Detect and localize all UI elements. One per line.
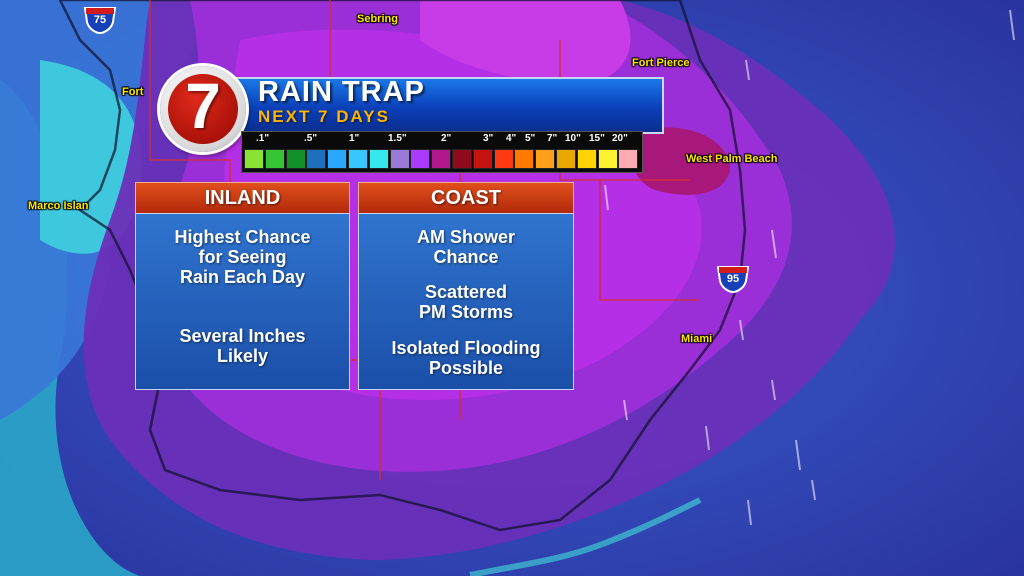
coast-header-label: COAST	[431, 187, 501, 209]
legend-swatch	[576, 149, 597, 169]
legend-swatch	[493, 149, 514, 169]
inland-line-1b: for Seeing	[198, 247, 287, 267]
rain-zone-max	[631, 127, 730, 195]
legend-swatch	[556, 149, 576, 169]
legend-swatch	[472, 149, 493, 169]
legend-tick-label: 1"	[349, 133, 360, 144]
legend-swatch	[244, 149, 264, 169]
interstate-95-shield-icon: 95	[716, 263, 750, 294]
rain-zone-north	[420, 0, 631, 83]
coast-line-3a: Isolated Flooding	[391, 338, 541, 358]
coast-line-2a: Scattered	[424, 282, 508, 302]
coast-line-1b: Chance	[433, 247, 499, 267]
legend-swatch	[306, 149, 327, 169]
city-label-sebring: Sebring	[357, 13, 398, 25]
inland-panel-header: INLAND	[135, 182, 350, 214]
coast-line-1a: AM Shower	[416, 227, 515, 247]
city-label-miami: Miami	[681, 333, 713, 345]
legend-swatch	[597, 149, 618, 169]
inland-header-label: INLAND	[204, 187, 281, 209]
interstate-95-label: 95	[726, 273, 740, 285]
coast-panel-header: COAST	[358, 182, 574, 214]
legend-swatch	[452, 149, 472, 169]
legend-tick-label: 3"	[483, 133, 494, 144]
legend-swatch	[285, 149, 306, 169]
florida-keys	[469, 497, 702, 576]
logo-red-disc	[168, 74, 238, 144]
legend-tick-label: 5"	[525, 133, 536, 144]
inland-line-1c: Rain Each Day	[179, 267, 306, 287]
florida-coastline	[58, 0, 747, 532]
interstate-75-shield-icon: 75	[83, 4, 117, 35]
legend-tick-label: 2"	[441, 133, 452, 144]
legend-swatch	[514, 149, 535, 169]
page-subtitle: NEXT 7 DAYS	[258, 107, 390, 126]
city-label-marco-island: Marco Islan	[28, 200, 89, 212]
legend-swatch	[264, 149, 285, 169]
legend-swatch	[618, 149, 639, 169]
legend-swatch	[348, 149, 368, 169]
legend-tick-label: .1"	[256, 133, 270, 144]
legend-tick-label: 15"	[589, 133, 605, 144]
legend-swatch	[535, 149, 556, 169]
coast-line-2b: PM Storms	[418, 302, 514, 322]
city-label-fort-myers: Fort	[122, 86, 144, 98]
legend-swatch	[431, 149, 452, 169]
legend-tick-label: 20"	[612, 133, 628, 144]
legend-tick-label: 4"	[506, 133, 517, 144]
inland-panel	[135, 213, 350, 390]
interstate-75-label: 75	[93, 14, 107, 26]
inland-line-2b: Likely	[216, 346, 269, 366]
legend-swatch	[410, 149, 431, 169]
legend-tick-label: 7"	[547, 133, 558, 144]
city-label-fort-pierce: Fort Pierce	[632, 57, 690, 69]
legend-tick-label: .5"	[304, 133, 318, 144]
legend-tick-label: 1.5"	[388, 133, 407, 144]
inland-line-1a: Highest Chance	[174, 227, 311, 247]
legend-swatch	[368, 149, 389, 169]
inland-line-2a: Several Inches	[179, 326, 306, 346]
city-label-west-palm-beach: West Palm Beach	[686, 153, 778, 165]
coast-line-3b: Possible	[428, 358, 504, 378]
coast-panel	[358, 213, 574, 390]
page-title: RAIN TRAP	[258, 76, 425, 108]
legend-swatch	[327, 149, 348, 169]
legend-tick-label: 10"	[565, 133, 581, 144]
legend-swatch	[389, 149, 410, 169]
logo-seven-text: 7	[185, 70, 221, 142]
